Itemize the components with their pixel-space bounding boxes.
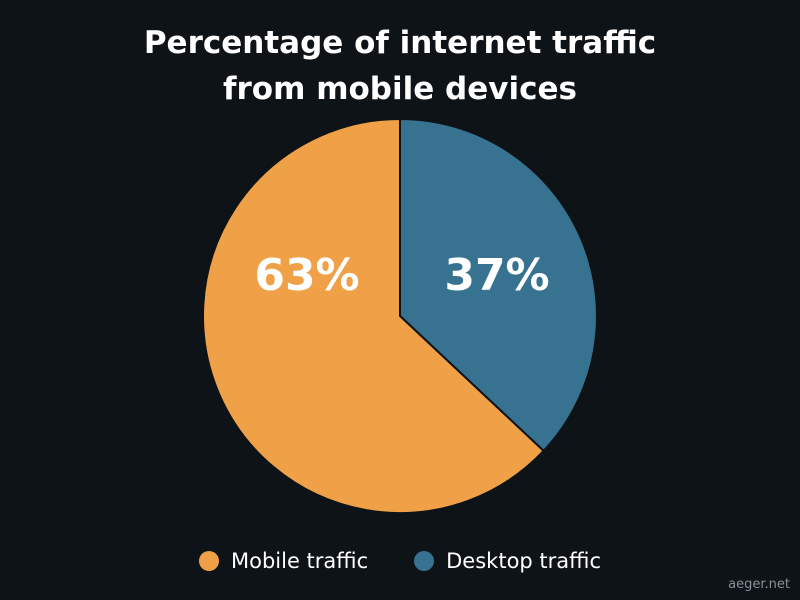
slice-mobile [202,118,545,514]
legend-label-mobile: Mobile traffic [230,549,369,573]
chart-legend: Mobile traffic Desktop traffic [0,549,800,573]
legend-swatch-mobile [198,551,219,571]
slice-desktop [399,118,598,452]
slice-label-mobile: 63% [254,250,359,301]
slice-label-desktop: 37% [444,250,549,301]
legend-label-desktop: Desktop traffic [446,549,602,573]
legend-swatch-desktop [414,551,435,571]
legend-item-mobile: Mobile traffic [198,549,369,573]
chart-title-line-2: from mobile devices [223,71,577,107]
legend-item-desktop: Desktop traffic [414,549,601,573]
chart-title: Percentage of internet traffic from mobi… [0,20,800,112]
chart-title-line-1: Percentage of internet traffic [143,25,657,61]
watermark: aeger.net [728,577,790,592]
